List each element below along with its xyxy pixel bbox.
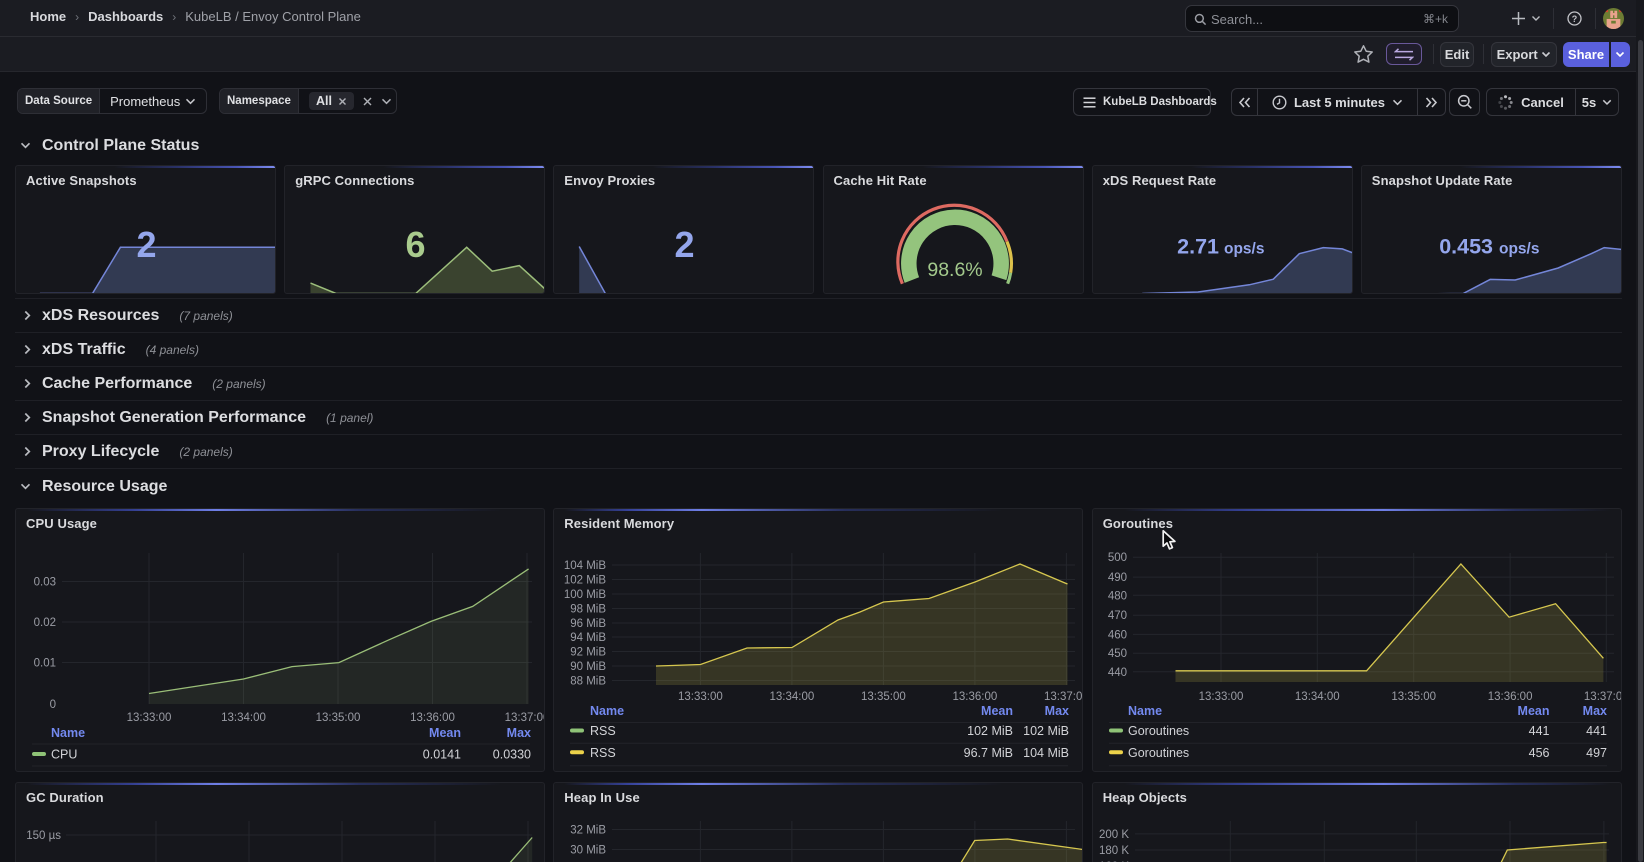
svg-text:450: 450 — [1108, 648, 1127, 660]
svg-text:Goroutines: Goroutines — [1128, 724, 1189, 738]
svg-text:CPU: CPU — [51, 748, 77, 762]
svg-text:?: ? — [1572, 14, 1578, 24]
svg-text:480: 480 — [1108, 590, 1127, 602]
svg-text:RSS: RSS — [590, 724, 616, 738]
svg-text:0.0141: 0.0141 — [423, 748, 461, 762]
svg-text:13:37:00: 13:37:00 — [1584, 691, 1622, 703]
svg-text:Name: Name — [590, 704, 624, 718]
svg-text:Mean: Mean — [1517, 704, 1549, 718]
svg-text:94 MiB: 94 MiB — [571, 632, 607, 644]
svg-text:90 MiB: 90 MiB — [571, 661, 607, 673]
svg-text:13:36:00: 13:36:00 — [410, 712, 455, 724]
svg-text:13:33:00: 13:33:00 — [678, 691, 723, 703]
svg-text:13:34:00: 13:34:00 — [770, 691, 815, 703]
svg-text:460: 460 — [1108, 629, 1127, 641]
svg-text:2.71: 2.71 — [1177, 235, 1219, 259]
svg-text:Mean: Mean — [981, 704, 1013, 718]
svg-text:Max: Max — [1045, 704, 1069, 718]
svg-text:13:33:00: 13:33:00 — [1198, 691, 1243, 703]
svg-text:92 MiB: 92 MiB — [571, 647, 607, 659]
svg-text:13:35:00: 13:35:00 — [316, 712, 361, 724]
svg-text:2: 2 — [136, 224, 156, 265]
svg-text:98.6%: 98.6% — [927, 259, 982, 281]
svg-text:13:33:00: 13:33:00 — [127, 712, 172, 724]
svg-text:13:35:00: 13:35:00 — [1391, 691, 1436, 703]
svg-text:500: 500 — [1108, 552, 1127, 564]
svg-text:2: 2 — [675, 224, 695, 265]
svg-text:Max: Max — [1582, 704, 1606, 718]
svg-text:150 µs: 150 µs — [26, 830, 61, 842]
svg-text:440: 440 — [1108, 667, 1127, 679]
svg-text:13:37:00: 13:37:00 — [1044, 691, 1083, 703]
svg-text:497: 497 — [1586, 746, 1607, 760]
svg-text:0: 0 — [50, 699, 56, 711]
svg-text:ops/s: ops/s — [1499, 241, 1539, 258]
svg-text:RSS: RSS — [590, 746, 616, 760]
svg-text:6: 6 — [406, 224, 426, 265]
svg-text:470: 470 — [1108, 610, 1127, 622]
svg-text:13:34:00: 13:34:00 — [1295, 691, 1340, 703]
svg-text:100 MiB: 100 MiB — [564, 589, 607, 601]
svg-text:441: 441 — [1586, 724, 1607, 738]
svg-text:Goroutines: Goroutines — [1128, 746, 1189, 760]
svg-text:102 MiB: 102 MiB — [564, 575, 607, 587]
svg-text:32 MiB: 32 MiB — [571, 825, 607, 837]
svg-text:88 MiB: 88 MiB — [571, 676, 607, 688]
svg-text:104 MiB: 104 MiB — [1023, 746, 1069, 760]
svg-text:104 MiB: 104 MiB — [564, 560, 607, 572]
svg-text:490: 490 — [1108, 572, 1127, 584]
svg-text:13:37:00: 13:37:00 — [505, 712, 545, 724]
svg-text:0.02: 0.02 — [34, 617, 56, 629]
svg-text:102 MiB: 102 MiB — [1023, 724, 1069, 738]
svg-text:0.01: 0.01 — [34, 658, 56, 670]
svg-text:102 MiB: 102 MiB — [967, 724, 1013, 738]
svg-text:Max: Max — [507, 726, 531, 740]
svg-text:0.03: 0.03 — [34, 577, 56, 589]
svg-text:0.453: 0.453 — [1439, 235, 1493, 259]
svg-text:Name: Name — [51, 726, 85, 740]
svg-text:Mean: Mean — [429, 726, 461, 740]
svg-text:13:36:00: 13:36:00 — [953, 691, 998, 703]
svg-text:13:35:00: 13:35:00 — [861, 691, 906, 703]
svg-text:180 K: 180 K — [1099, 845, 1129, 857]
svg-text:98 MiB: 98 MiB — [571, 604, 607, 616]
svg-text:30 MiB: 30 MiB — [571, 845, 607, 857]
svg-text:ops/s: ops/s — [1224, 241, 1264, 258]
svg-text:96 MiB: 96 MiB — [571, 618, 607, 630]
svg-text:456: 456 — [1528, 746, 1549, 760]
svg-text:Name: Name — [1128, 704, 1162, 718]
svg-text:200 K: 200 K — [1099, 829, 1129, 841]
svg-text:441: 441 — [1528, 724, 1549, 738]
svg-text:96.7 MiB: 96.7 MiB — [964, 746, 1013, 760]
svg-text:0.0330: 0.0330 — [493, 748, 531, 762]
svg-text:13:34:00: 13:34:00 — [221, 712, 266, 724]
svg-text:13:36:00: 13:36:00 — [1487, 691, 1532, 703]
